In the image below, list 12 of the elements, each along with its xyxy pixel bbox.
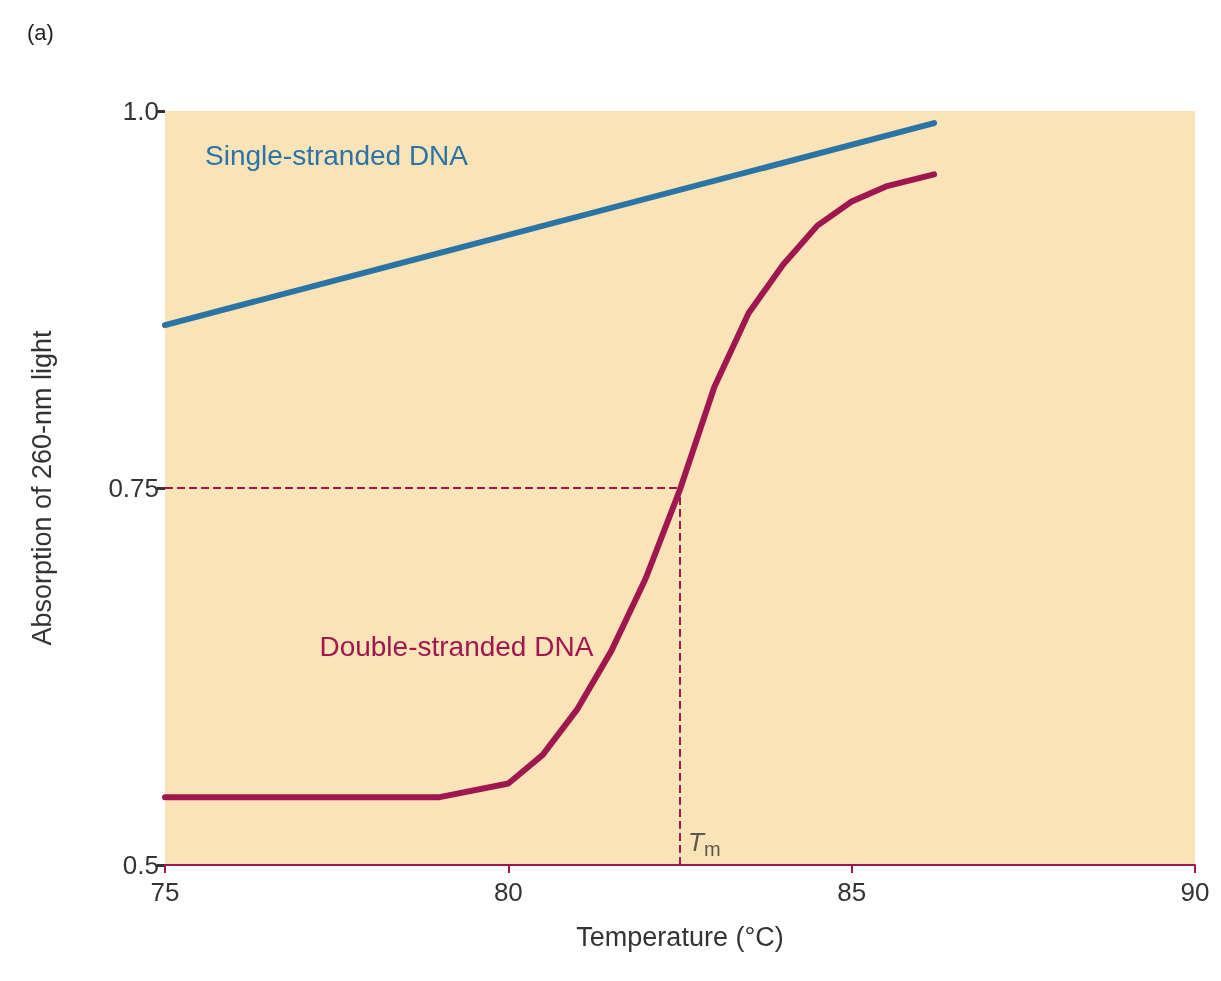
x-tick-label: 75 — [150, 877, 180, 907]
y-tick-label: 0.5 — [122, 850, 159, 880]
series-label: Double-stranded DNA — [319, 631, 594, 663]
x-tick-label: 85 — [837, 877, 867, 907]
x-axis-title: Temperature (°C) — [576, 921, 784, 952]
chart-title: (a) — [27, 19, 54, 45]
y-tick-label: 1.0 — [122, 96, 159, 126]
text: Single-stranded DNA — [205, 139, 469, 171]
y-axis-title: Absorption of 260-nm light — [26, 329, 57, 646]
x-tick-label: 80 — [493, 877, 523, 907]
y-tick-label: 0.75 — [108, 473, 159, 503]
x-tick-label: 90 — [1180, 877, 1210, 907]
